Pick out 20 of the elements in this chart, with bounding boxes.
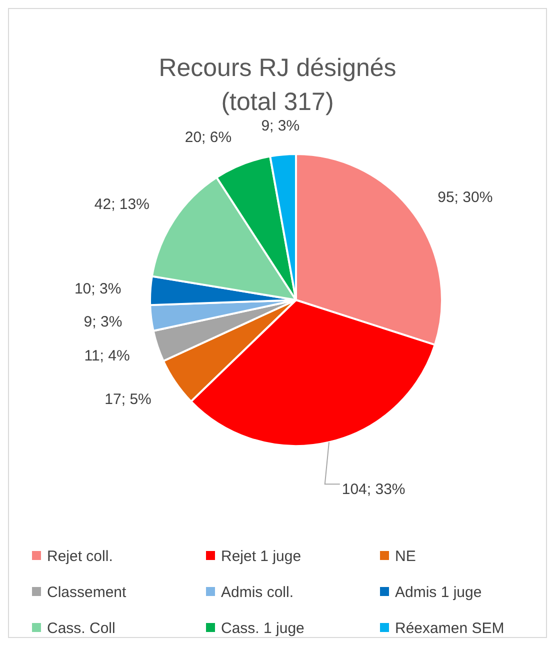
data-label: 11; 4% bbox=[84, 347, 130, 364]
data-label: 17; 5% bbox=[104, 390, 152, 408]
data-label: 20; 6% bbox=[184, 129, 232, 146]
legend-label: Admis coll. bbox=[221, 584, 294, 601]
legend-label: Cass. 1 juge bbox=[221, 620, 304, 637]
legend-label: Rejet 1 juge bbox=[221, 548, 302, 565]
data-label: 42; 13% bbox=[94, 196, 150, 214]
data-label: 95; 30% bbox=[438, 188, 493, 206]
legend-label: Classement bbox=[47, 584, 128, 601]
legend-label: Réexamen SEM bbox=[395, 620, 504, 637]
legend-label: Admis 1 juge bbox=[395, 584, 482, 601]
data-label: 9; 3% bbox=[84, 314, 122, 331]
legend-label: Cass. Coll bbox=[47, 620, 116, 637]
chart-subtitle: (total 317) bbox=[221, 88, 334, 116]
data-label: 9; 3% bbox=[261, 117, 300, 134]
data-label: 104; 33% bbox=[342, 481, 406, 498]
chart-title: Recours RJ désignés bbox=[158, 54, 396, 82]
legend-label: Rejet coll. bbox=[47, 548, 113, 565]
legend-label: NE bbox=[395, 548, 416, 565]
data-label: 10; 3% bbox=[74, 280, 122, 298]
